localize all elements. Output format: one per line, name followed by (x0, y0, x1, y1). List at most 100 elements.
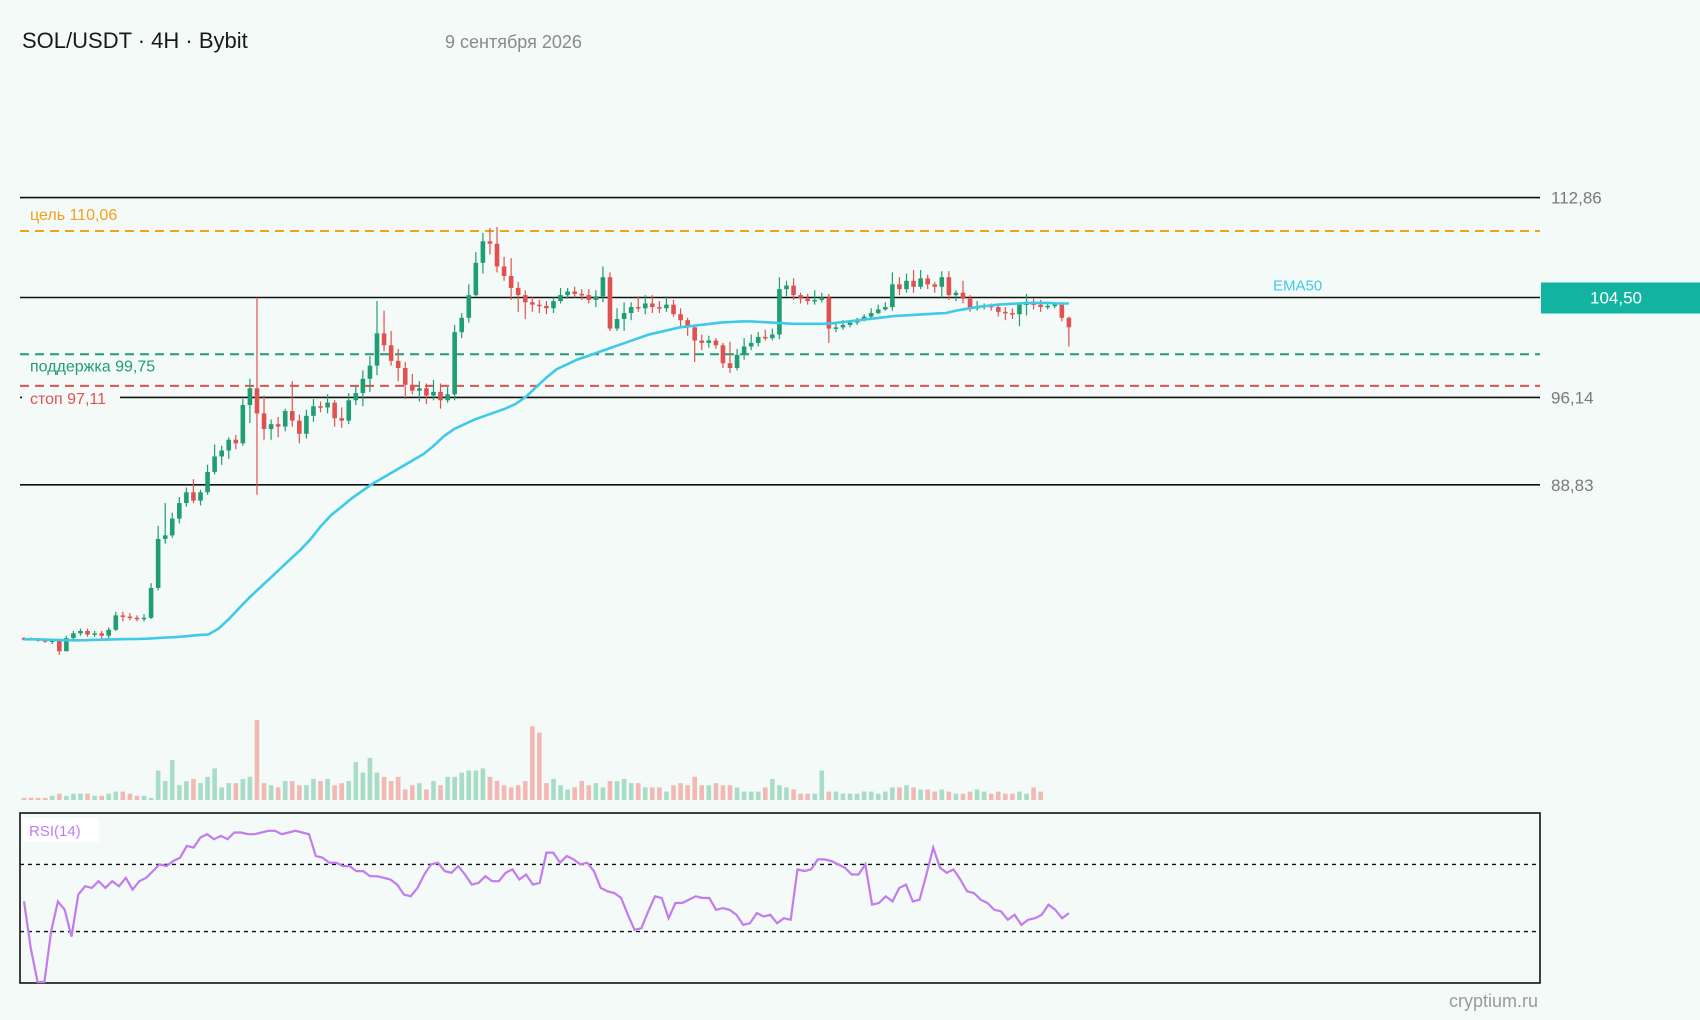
volume-bar (452, 776, 457, 800)
candle-body (353, 393, 359, 401)
candle-body (918, 278, 923, 287)
level-label-support: поддержка 99,75 (30, 358, 155, 375)
tick-label-112,86: 112,86 (1551, 189, 1602, 208)
candle-body (635, 307, 641, 309)
candle-body (254, 388, 260, 414)
volume-bar (459, 772, 465, 800)
volume-bar (233, 783, 239, 800)
candle-body (233, 439, 239, 444)
candle-body (685, 320, 690, 328)
volume-bar (339, 783, 344, 800)
volume-bar (883, 791, 888, 800)
volume-bar (1010, 793, 1015, 800)
candle-body (85, 630, 90, 635)
volume-bar (522, 781, 528, 800)
candle-body (155, 538, 161, 588)
volume-bar (247, 776, 253, 800)
volume-bar (995, 791, 1001, 800)
volume-bar (1003, 793, 1008, 800)
volume-bar (925, 789, 930, 800)
candle-body (642, 303, 648, 309)
candle-body (494, 243, 500, 267)
candles (21, 226, 1072, 655)
volume-bar (798, 793, 803, 800)
candle-body (92, 633, 97, 635)
volume-bar (897, 787, 902, 800)
volume-bar (134, 795, 140, 800)
candle-body (946, 277, 952, 296)
volume-bar (501, 785, 507, 800)
volume-bar (614, 781, 620, 800)
volume-bar (530, 726, 535, 800)
candle-body (275, 424, 281, 427)
volume-bar (967, 791, 973, 800)
current-price-label: 104,50 (1590, 288, 1642, 307)
candle-body (1066, 317, 1072, 328)
volume-bar (861, 791, 867, 800)
volume-bar (42, 797, 48, 800)
candle-body (678, 314, 683, 321)
volume-bar (402, 789, 408, 800)
volume-bar (28, 797, 34, 800)
volume-bar (1024, 793, 1029, 800)
candle-body (162, 535, 168, 539)
candle-body (325, 402, 330, 408)
candle-body (939, 277, 945, 287)
rsi-label-bg (23, 818, 99, 842)
volume-bar (254, 720, 260, 800)
volume-bar (565, 789, 570, 800)
candle-body (501, 266, 507, 276)
level-label-bg-stop (22, 388, 120, 409)
price-axis: 112,86 96,14 88,83 104,50 (1541, 189, 1700, 495)
volume-bar (890, 787, 895, 800)
volume-bar (381, 776, 387, 800)
volume-bar (99, 795, 104, 800)
candle-body (755, 336, 761, 343)
candle-body (904, 280, 909, 290)
candle-body (522, 295, 528, 303)
volume-bar (431, 781, 436, 800)
ema-line: EMA50 (24, 277, 1322, 642)
volume-bar (981, 791, 987, 800)
candle-body (1003, 311, 1008, 314)
candle-body (148, 587, 154, 618)
candle-body (1052, 304, 1058, 307)
candle-body (657, 307, 662, 309)
candle-body (289, 411, 295, 421)
candle-body (99, 633, 104, 636)
candle-body (692, 327, 697, 341)
volume-bar (911, 787, 916, 800)
candle-body (466, 295, 472, 318)
volume-bar (819, 770, 825, 800)
volume-bar (71, 793, 76, 800)
candle-body (452, 332, 457, 395)
volume-bar (664, 791, 669, 800)
tick-label-96,14: 96,14 (1551, 388, 1594, 407)
volume-bar (21, 797, 27, 800)
candle-body (713, 340, 719, 346)
volume-bar (191, 778, 196, 800)
volume-bar (960, 793, 966, 800)
volume-bar (600, 787, 606, 800)
volume-bar (275, 787, 281, 800)
volume-bar (671, 785, 676, 800)
volume-bar (424, 789, 429, 800)
candle-body (247, 388, 253, 406)
level-label-bg-target (22, 205, 129, 226)
candle-body (777, 289, 782, 335)
candle-body (134, 617, 140, 620)
watermark: cryptium.ru (1448, 991, 1538, 1011)
volume-bar (1017, 791, 1022, 800)
volume-bar (763, 787, 768, 800)
volume-bar (678, 783, 683, 800)
candle-body (995, 307, 1001, 312)
volume-bar (791, 789, 796, 800)
volume-bar (388, 781, 394, 800)
candle-body (410, 384, 415, 391)
candle-body (515, 287, 521, 296)
volume-bar (92, 795, 97, 800)
volume-bar (480, 768, 486, 800)
candle-body (431, 391, 436, 396)
candle-body (953, 292, 959, 296)
candle-body (219, 450, 224, 457)
